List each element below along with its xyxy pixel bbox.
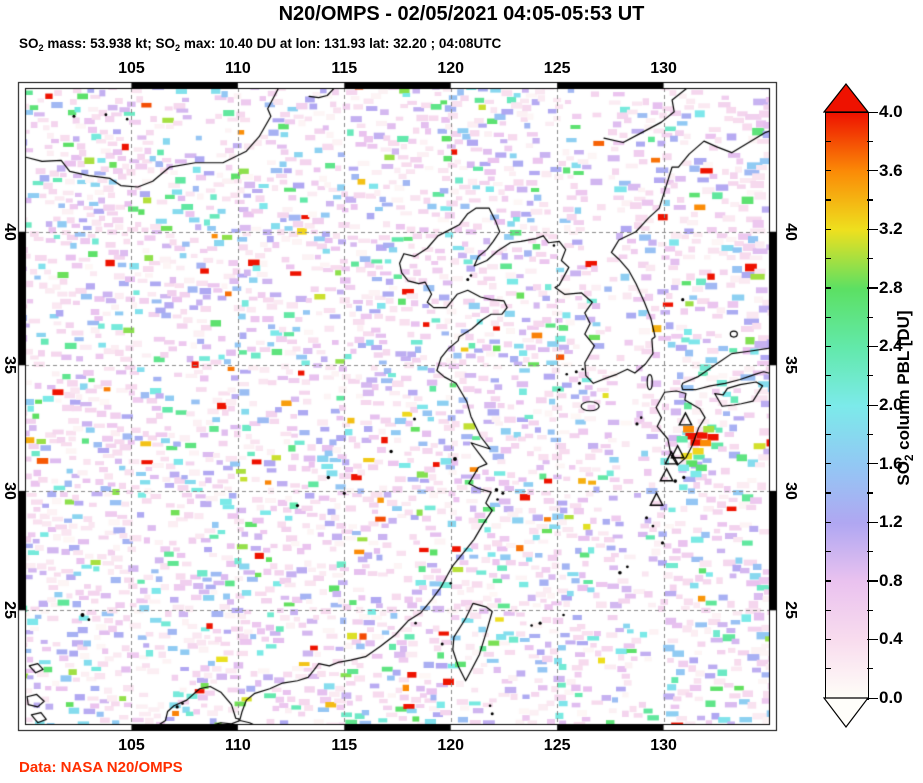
colorbar-tick-label: 1.6	[879, 453, 903, 473]
colorbar-minor-tick	[867, 668, 873, 670]
lon-tick-label-bottom: 130	[650, 737, 677, 754]
lon-tick-label-bottom: 125	[543, 737, 571, 754]
lon-tick-label-top: 130	[650, 60, 677, 77]
colorbar-axis-label: SO2 column PBL [DU]	[894, 310, 916, 486]
lon-tick-label-bottom: 120	[437, 737, 465, 754]
colorbar-tick-label: 0.4	[879, 629, 903, 649]
page-title: N20/OMPS - 02/05/2021 04:05-05:53 UT	[278, 3, 645, 25]
lon-tick-label-bottom: 115	[331, 737, 358, 754]
colorbar-left-tick	[826, 228, 831, 230]
colorbar-left-tick	[826, 199, 831, 201]
colorbar-minor-tick	[867, 140, 873, 143]
colorbar-major-tick	[867, 463, 878, 465]
colorbar-tick-label: 3.6	[879, 160, 903, 180]
colorbar-tick-label: 2.8	[879, 277, 903, 297]
lat-tick-label-right: 30	[782, 482, 799, 500]
lon-tick-label-bottom: 105	[118, 737, 145, 754]
colorbar-left-tick	[826, 375, 831, 377]
colorbar-left-tick	[826, 551, 831, 553]
colorbar-minor-tick	[867, 375, 873, 377]
colorbar-tick-label: 2.0	[879, 395, 903, 414]
colorbar-tick-label: 2.4	[879, 336, 903, 356]
colorbar-minor-tick	[867, 258, 873, 260]
colorbar-gradient	[825, 112, 869, 700]
lat-tick-label-left: 25	[1, 601, 18, 620]
colorbar-minor-tick	[867, 551, 873, 553]
lat-tick-label-left: 30	[1, 482, 18, 500]
colorbar-left-tick	[826, 316, 831, 318]
colorbar-major-tick	[867, 521, 878, 523]
data-credit: Data: NASA N20/OMPS	[19, 759, 183, 776]
colorbar-major-tick	[867, 697, 878, 699]
colorbar-major-tick	[867, 111, 878, 113]
colorbar-tick-label: 0.8	[879, 570, 903, 590]
colorbar-left-tick	[826, 521, 831, 523]
lon-tick-label-top: 120	[437, 60, 465, 77]
colorbar-left-tick	[826, 404, 831, 406]
colorbar-left-tick	[826, 580, 831, 582]
colorbar-left-tick	[826, 492, 831, 494]
colorbar-left-tick	[826, 170, 831, 172]
lon-tick-label-top: 125	[543, 60, 571, 77]
colorbar-left-tick	[826, 258, 831, 260]
colorbar-tick-label: 4.0	[879, 102, 903, 121]
colorbar-tick-label: 0.0	[879, 688, 903, 707]
colorbar-major-tick	[867, 170, 878, 172]
lon-tick-label-top: 105	[118, 60, 145, 77]
colorbar-tick-label: 3.2	[879, 219, 903, 239]
colorbar-left-tick	[826, 433, 831, 436]
colorbar-left-tick	[826, 345, 831, 348]
lat-tick-label-left: 35	[1, 356, 18, 375]
colorbar-over-arrow	[823, 83, 869, 113]
colorbar-minor-tick	[867, 199, 873, 201]
colorbar-major-tick	[867, 345, 878, 348]
colorbar-left-tick	[826, 140, 831, 143]
subtitle-so2-stats: SO2 mass: 53.938 kt; SO2 max: 10.40 DU a…	[19, 36, 502, 53]
colorbar-major-tick	[867, 404, 878, 406]
colorbar-major-tick	[867, 228, 878, 230]
colorbar-left-tick	[826, 609, 831, 611]
colorbar-minor-tick	[867, 492, 873, 494]
colorbar-minor-tick	[867, 433, 873, 436]
colorbar-minor-tick	[867, 316, 873, 318]
colorbar-tick-label: 1.2	[879, 512, 903, 532]
lat-tick-label-right: 40	[782, 222, 799, 241]
lon-tick-label-top: 110	[224, 60, 251, 77]
colorbar-left-tick	[826, 638, 831, 641]
colorbar-left-tick	[826, 668, 831, 670]
colorbar-major-tick	[867, 638, 878, 641]
lat-tick-label-right: 25	[782, 601, 799, 620]
colorbar-minor-tick	[867, 609, 873, 611]
colorbar-left-tick	[826, 287, 831, 289]
colorbar-under-arrow	[823, 697, 869, 728]
lat-tick-label-left: 40	[1, 222, 18, 241]
lon-tick-label-bottom: 110	[224, 737, 251, 754]
colorbar-major-tick	[867, 580, 878, 582]
colorbar-major-tick	[867, 287, 878, 289]
colorbar-left-tick	[826, 463, 831, 465]
lon-tick-label-top: 115	[331, 60, 358, 77]
lat-tick-label-right: 35	[782, 356, 799, 375]
